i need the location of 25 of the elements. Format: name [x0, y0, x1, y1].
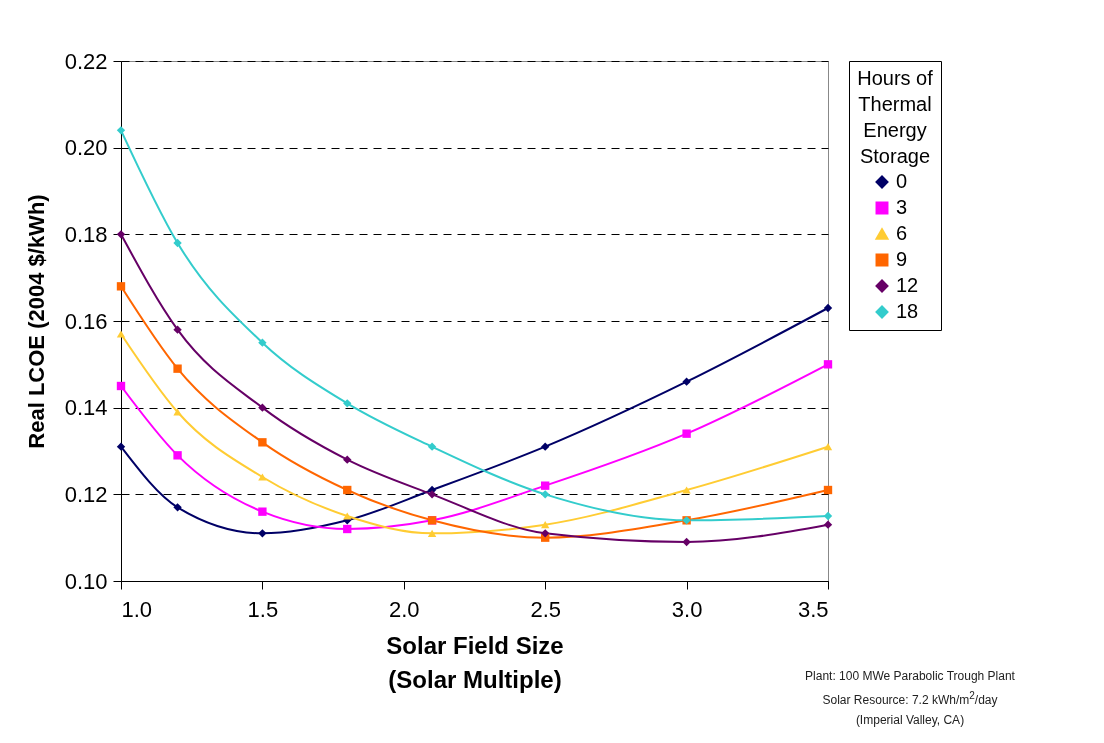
x-tick-label: 3.0: [671, 596, 703, 622]
y-tick-label: 0.18: [64, 221, 108, 247]
y-tick-label: 0.20: [64, 135, 108, 161]
legend-label: 3: [896, 196, 908, 218]
x-tick-label: 2.5: [530, 596, 561, 622]
text: (Imperial Valley, CA): [854, 712, 966, 729]
x-axis-title: Solar Field Size (Solar Multiple): [386, 631, 564, 693]
text: Plant: 100 MWe Parabolic Trough Plant: [804, 668, 1016, 685]
y-tick-label: 0.12: [64, 481, 108, 507]
legend-title: Hours of Thermal Energy Storage: [857, 67, 934, 167]
x-tick-label: 3.5: [797, 596, 829, 622]
y-tick-label: 0.10: [64, 568, 108, 594]
legend-label: 18: [896, 300, 919, 322]
y-tick-label: 0.16: [64, 308, 108, 334]
y-axis-title: Real LCOE (2004 $/kWh): [23, 194, 49, 449]
legend-label: 12: [896, 274, 919, 296]
x-tick-label: 2.0: [389, 596, 420, 622]
legend-label: 6: [896, 222, 908, 244]
text: Solar Resource: 7.2 kWh/m$^{2}$/day: [821, 689, 999, 709]
y-tick-label: 0.22: [64, 48, 108, 74]
legend-label: 0: [896, 170, 908, 192]
y-tick-label: 0.14: [64, 395, 108, 421]
x-tick-label: 1.5: [247, 596, 279, 622]
legend-label: 9: [896, 248, 908, 270]
x-tick-label: 1.0: [121, 596, 153, 622]
